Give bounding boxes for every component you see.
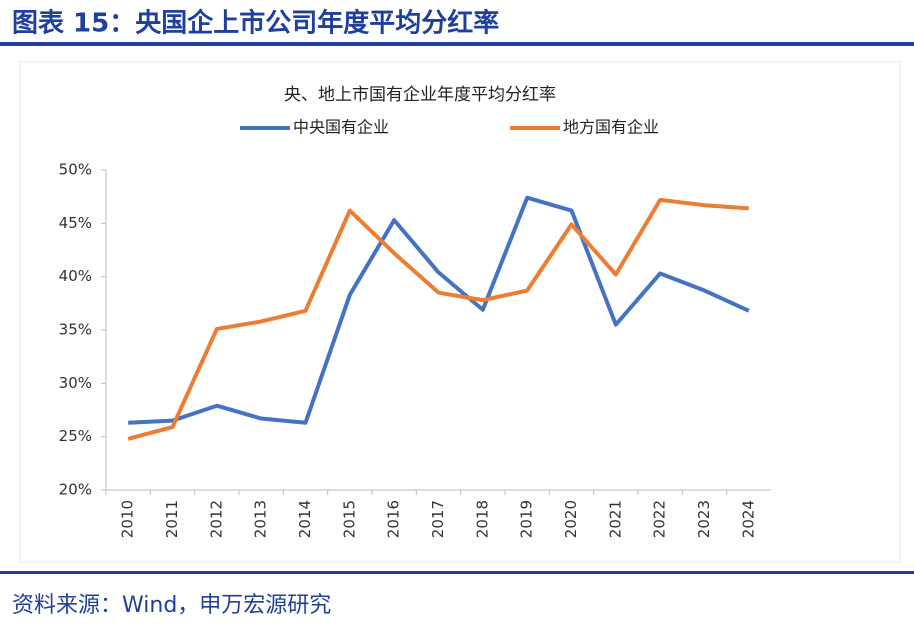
y-tick-label: 45% xyxy=(59,214,92,232)
series-line xyxy=(128,195,750,425)
chart-title: 央、地上市国有企业年度平均分红率 xyxy=(284,85,556,105)
x-tick-label: 2020 xyxy=(562,500,580,538)
y-tick-label: 20% xyxy=(59,481,92,499)
x-tick-label: 2014 xyxy=(296,500,314,538)
y-tick-label: 50% xyxy=(59,161,92,179)
y-tick-label: 25% xyxy=(59,427,92,445)
x-tick-label: 2012 xyxy=(207,500,225,538)
x-tick-label: 2013 xyxy=(252,500,270,538)
x-tick-label: 2011 xyxy=(163,500,181,538)
x-tick-label: 2024 xyxy=(739,500,757,538)
x-tick-label: 2015 xyxy=(340,500,358,538)
y-tick-label: 40% xyxy=(59,267,92,285)
chart-frame xyxy=(19,61,901,563)
x-tick-label: 2016 xyxy=(385,500,403,538)
legend-label: 中央国有企业 xyxy=(293,118,389,137)
x-tick-label: 2021 xyxy=(606,500,624,538)
x-tick-label: 2019 xyxy=(518,500,536,538)
series-line xyxy=(127,197,749,441)
figure-title: 图表 15：央国企上市公司年度平均分红率 xyxy=(12,8,499,39)
x-tick-label: 2017 xyxy=(429,500,447,538)
y-tick-label: 35% xyxy=(59,321,92,339)
y-tick-label: 30% xyxy=(59,374,92,392)
source-rule xyxy=(0,571,914,574)
x-tick-label: 2022 xyxy=(651,500,669,538)
x-tick-label: 2010 xyxy=(119,500,137,538)
x-tick-label: 2023 xyxy=(695,500,713,538)
x-tick-label: 2018 xyxy=(473,500,491,538)
legend-label: 地方国有企业 xyxy=(563,118,659,137)
title-rule xyxy=(0,42,914,46)
source: 资料来源：Wind，申万宏源研究 xyxy=(12,593,331,618)
